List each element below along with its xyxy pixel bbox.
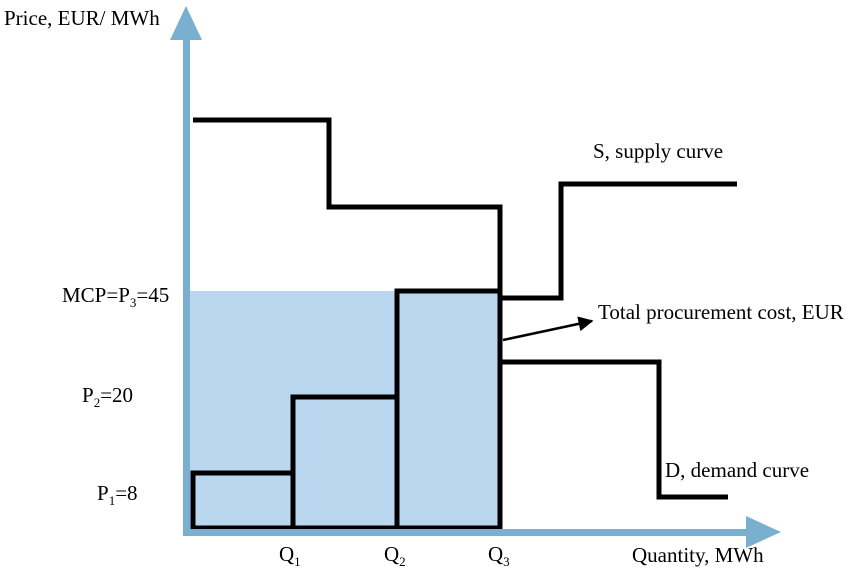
supply-step-blocks [190,288,503,531]
quantity-label-q3: Q3 [488,542,510,568]
x-axis-title: Quantity, MWh [632,543,764,567]
x-axis-arrowhead [746,516,781,548]
axes [170,6,781,548]
price-label-mcp: MCP=P3=45 [62,283,169,310]
cost-arrow [502,316,594,342]
x-axis-line [183,529,761,536]
quantity-label-q2: Q2 [384,542,406,568]
y-axis-line [183,30,190,536]
y-axis-title: Price, EUR/ MWh [4,6,160,30]
procurement-cost-area [186,291,500,529]
supply-curve-label: S, supply curve [593,139,723,163]
cost-label: Total procurement cost, EUR [598,300,844,324]
quantity-label-q1: Q1 [279,542,301,568]
demand-curve-label: D, demand curve [665,458,809,482]
demand-curve-line [193,117,728,500]
y-axis-arrowhead [170,6,202,40]
price-label-p2: P2=20 [82,383,133,410]
price-label-p1: P1=8 [97,481,138,508]
block-p3 [394,288,503,531]
supply-curve-line [500,181,737,301]
